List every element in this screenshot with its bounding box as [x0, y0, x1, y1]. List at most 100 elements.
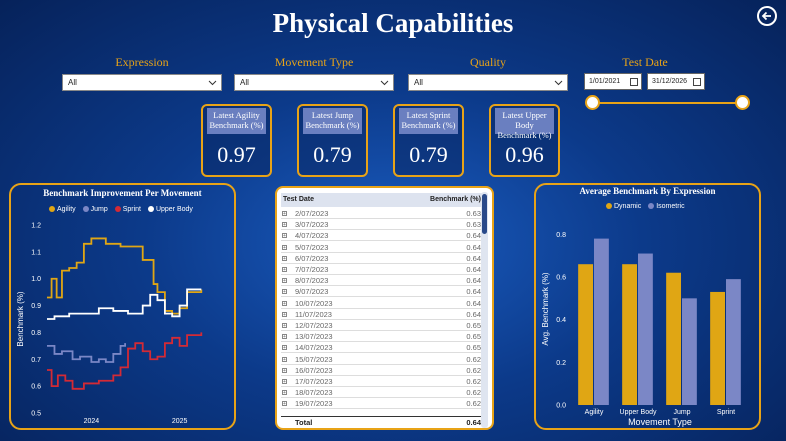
expand-icon[interactable]: + — [282, 300, 287, 307]
quality-filter-label: Quality — [470, 55, 506, 69]
expand-icon[interactable]: + — [282, 390, 287, 397]
legend-item-upper-body[interactable]: Upper Body — [147, 206, 193, 213]
row-benchmark: 0.63 — [466, 209, 481, 218]
table-row[interactable]: +18/07/2023 0.62 — [281, 388, 483, 399]
expand-icon[interactable]: + — [282, 311, 287, 318]
row-benchmark: 0.65 — [466, 321, 481, 330]
end-date-input[interactable]: 31/12/2026 — [647, 73, 705, 90]
expand-icon[interactable]: + — [282, 356, 287, 363]
x-tick-label: Upper Body — [620, 409, 657, 416]
row-date: 17/07/2023 — [295, 377, 333, 386]
expand-icon[interactable]: + — [282, 222, 287, 229]
table-row[interactable]: +9/07/2023 0.64 — [281, 287, 483, 298]
expand-icon[interactable]: + — [282, 323, 287, 329]
kpi-card-jump: Latest Jump Benchmark (%) 0.79 — [297, 104, 368, 177]
legend-item-jump[interactable]: Jump — [82, 206, 108, 213]
line-chart-panel: Benchmark Improvement Per Movement Agili… — [9, 183, 236, 430]
series-line-upper-body — [47, 288, 202, 320]
expand-icon[interactable]: + — [282, 278, 287, 285]
expand-icon[interactable]: + — [282, 244, 287, 251]
expand-icon[interactable]: + — [282, 345, 287, 352]
row-date: 6/07/2023 — [295, 253, 329, 263]
expand-icon[interactable]: + — [282, 367, 287, 374]
y-tick-label: 0.2 — [556, 360, 566, 367]
y-tick-label: 0.6 — [556, 275, 566, 282]
y-tick-label: 0.4 — [556, 317, 566, 324]
table-row[interactable]: +17/07/2023 0.62 — [281, 377, 483, 387]
table-row[interactable]: +8/07/2023 0.64 — [281, 276, 483, 287]
scrollbar-thumb[interactable] — [482, 194, 487, 234]
kpi-card-value: 0.97 — [217, 142, 256, 167]
legend-item-dynamic[interactable]: Dynamic — [606, 203, 641, 210]
table-row[interactable]: +14/07/2023 0.65 — [281, 343, 483, 354]
bar-chart-panel: Average Benchmark By Expression Dynamic … — [534, 183, 761, 430]
row-benchmark: 0.64 — [466, 309, 481, 319]
legend-item-sprint[interactable]: Sprint — [114, 206, 141, 213]
expand-icon[interactable]: + — [282, 267, 287, 273]
table-scrollbar[interactable] — [481, 192, 488, 428]
movement-type-dropdown[interactable]: All — [234, 74, 394, 91]
row-benchmark: 0.63 — [466, 220, 481, 230]
table-row[interactable]: +3/07/2023 0.63 — [281, 220, 483, 231]
column-header-test-date[interactable]: Test Date — [281, 193, 411, 207]
total-label: Total — [295, 418, 313, 427]
start-date-value: 1/01/2021 — [589, 78, 621, 85]
expand-icon[interactable]: + — [282, 233, 287, 240]
expand-icon[interactable]: + — [282, 289, 287, 296]
kpi-card-sprint: Latest Sprint Benchmark (%) 0.79 — [393, 104, 464, 177]
column-header-benchmark[interactable]: Benchmark (%) — [411, 193, 483, 207]
date-range-slider[interactable] — [592, 102, 742, 104]
legend-label: Agility — [57, 206, 76, 213]
legend-label: Jump — [90, 206, 108, 213]
kpi-card-upper-body: Latest Upper Body Benchmark (%) 0.96 — [489, 104, 560, 177]
bar-dynamic-upper-body — [622, 264, 637, 405]
table-row[interactable]: +10/07/2023 0.64 — [281, 299, 483, 309]
row-benchmark: 0.64 — [466, 253, 481, 263]
table-row[interactable]: +12/07/2023 0.65 — [281, 321, 483, 331]
table-row[interactable]: +7/07/2023 0.64 — [281, 265, 483, 275]
row-date: 8/07/2023 — [295, 276, 329, 286]
expand-icon[interactable]: + — [282, 211, 287, 217]
row-date: 15/07/2023 — [295, 354, 333, 364]
kpi-card-label: Latest Jump Benchmark (%) — [303, 108, 362, 134]
table-row[interactable]: +16/07/2023 0.62 — [281, 366, 483, 376]
y-tick-label: 0.8 — [556, 232, 566, 239]
calendar-icon[interactable] — [630, 78, 638, 86]
row-benchmark: 0.64 — [466, 276, 481, 286]
table-row[interactable]: +13/07/2023 0.65 — [281, 332, 483, 343]
kpi-card-value: 0.79 — [313, 142, 352, 167]
date-range-end-handle[interactable] — [735, 95, 750, 110]
row-date: 10/07/2023 — [295, 298, 333, 308]
expand-icon[interactable]: + — [282, 334, 287, 341]
date-range-start-handle[interactable] — [585, 95, 600, 110]
table-row[interactable]: +2/07/2023 0.63 — [281, 209, 483, 219]
quality-dropdown[interactable]: All — [408, 74, 568, 91]
table-row[interactable]: +15/07/2023 0.62 — [281, 355, 483, 365]
bar-chart-title: Average Benchmark By Expression — [579, 186, 716, 196]
legend-item-agility[interactable]: Agility — [49, 206, 76, 213]
end-date-value: 31/12/2026 — [652, 78, 688, 85]
row-benchmark: 0.62 — [466, 388, 481, 398]
table-row[interactable]: +11/07/2023 0.64 — [281, 310, 483, 320]
legend-item-isometric[interactable]: Isometric — [648, 203, 685, 210]
series-line-sprint — [47, 332, 203, 390]
table-row[interactable]: +19/07/2023 0.62 — [281, 399, 483, 410]
table-row[interactable]: +5/07/2023 0.64 — [281, 243, 483, 253]
row-date: 5/07/2023 — [295, 242, 329, 252]
expand-icon[interactable]: + — [282, 379, 287, 385]
x-tick-label: 2024 — [84, 418, 100, 425]
start-date-input[interactable]: 1/01/2021 — [584, 73, 642, 90]
test-date-filter-label: Test Date — [622, 55, 668, 69]
calendar-icon[interactable] — [693, 78, 701, 86]
expand-icon[interactable]: + — [282, 255, 287, 262]
expression-dropdown[interactable]: All — [62, 74, 222, 91]
kpi-card-agility: Latest Agility Benchmark (%) 0.97 — [201, 104, 272, 177]
expand-icon[interactable]: + — [282, 401, 287, 408]
back-arrow-icon[interactable] — [757, 6, 777, 26]
table-row[interactable]: +4/07/2023 0.64 — [281, 231, 483, 242]
kpi-card-value: 0.96 — [505, 142, 544, 167]
x-tick-label: Jump — [673, 409, 690, 416]
line-chart-title: Benchmark Improvement Per Movement — [43, 188, 202, 198]
y-tick-label: 0.9 — [31, 303, 41, 310]
table-row[interactable]: +6/07/2023 0.64 — [281, 254, 483, 264]
